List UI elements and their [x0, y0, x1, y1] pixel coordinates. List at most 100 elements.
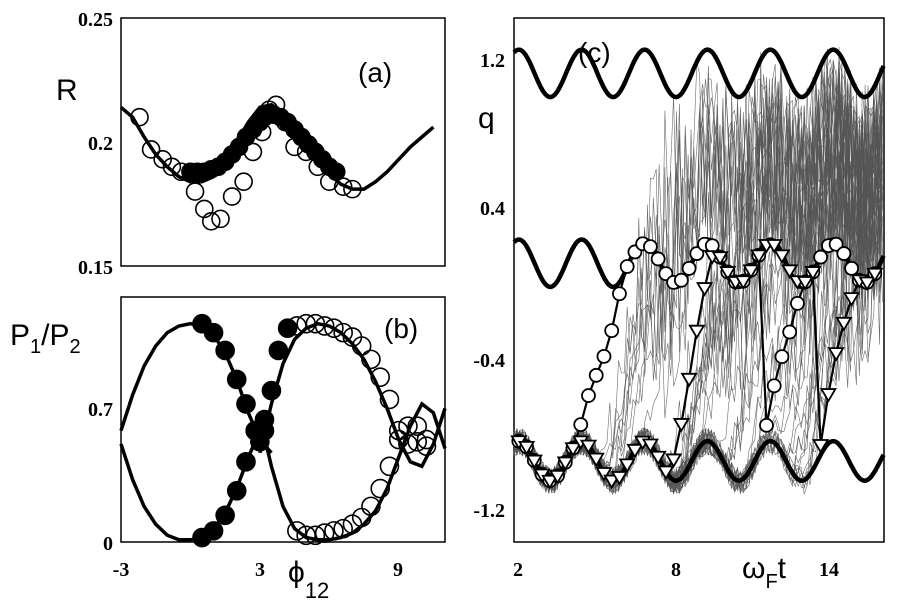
- c-circle-marker: [844, 260, 859, 276]
- c-circle-marker: [650, 251, 666, 267]
- c-xtick-2: 2: [513, 559, 523, 581]
- b-ytick-0.7: 0.7: [88, 399, 113, 421]
- c-ytick--0.4: -0.4: [473, 350, 505, 372]
- a-panel-label: (a): [358, 57, 392, 88]
- b-xtick-3: 3: [255, 559, 265, 581]
- b-xtick-9: 9: [393, 559, 403, 581]
- c-triangle-marker: [541, 474, 559, 490]
- b-open-point: [305, 525, 326, 546]
- b-open-point: [388, 429, 409, 450]
- c-triangle-marker: [750, 249, 768, 265]
- b-open-point: [407, 416, 428, 436]
- panel-c: 1.2 0.4 -0.4 -1.2 2 8 14 q (c) ωFt: [473, 17, 886, 593]
- c-circle-marker: [813, 249, 829, 265]
- a-ylabel: R: [56, 74, 78, 107]
- a-open-point: [185, 182, 205, 201]
- c-triangle-marker: [734, 275, 752, 290]
- b-open-point: [398, 416, 418, 436]
- c-panel-label: (c): [578, 37, 611, 68]
- c-ensemble-line: [513, 58, 883, 493]
- a-open-point: [252, 122, 272, 142]
- c-triangle-marker: [688, 324, 706, 340]
- b-filled-point: [236, 452, 256, 472]
- c-circle-marker: [604, 323, 620, 339]
- c-triangle-marker: [587, 452, 605, 468]
- b-open-point: [370, 478, 391, 499]
- c-triangle-marker: [742, 264, 760, 279]
- a-ytick-0.15: 0.15: [78, 257, 113, 279]
- c-circle-marker: [673, 272, 689, 288]
- b-filled-point: [268, 340, 289, 361]
- c-xtick-8: 8: [671, 559, 681, 581]
- a-open-point: [162, 157, 182, 177]
- c-circle-marker: [704, 238, 720, 254]
- c-triangle-marker: [518, 440, 536, 456]
- c-triangle-marker: [866, 267, 884, 283]
- c-ensemble-line: [513, 46, 883, 495]
- b-xtick--3: -3: [113, 559, 130, 581]
- b-xlabel: ϕ12: [288, 556, 329, 603]
- a-open-point: [141, 140, 161, 159]
- c-triangle-marker: [556, 456, 574, 472]
- b-filled-point: [236, 394, 256, 414]
- b-filled-point: [215, 340, 235, 361]
- c-circle-marker: [588, 367, 604, 383]
- b-open-point: [333, 322, 353, 343]
- b-filled-point: [226, 480, 247, 501]
- b-open-point: [314, 523, 335, 543]
- c-triangle-marker: [548, 469, 567, 485]
- c-circle-marker: [619, 259, 635, 274]
- panel-a: 0.25 0.2 0.15 R (a): [56, 9, 446, 279]
- c-circle-marker: [828, 236, 844, 252]
- a-open-point: [266, 95, 286, 115]
- c-circle-marker: [581, 388, 596, 403]
- a-open-point: [285, 137, 304, 157]
- c-triangle-marker: [626, 443, 644, 459]
- a-open-point: [308, 157, 328, 177]
- c-triangle-marker: [672, 418, 690, 433]
- c-triangle-marker: [719, 266, 737, 281]
- c-triangle-marker: [843, 292, 861, 307]
- b-filled-point: [261, 380, 282, 401]
- c-triangle-marker: [804, 266, 822, 281]
- a-open-point: [130, 107, 149, 127]
- c-triangle-marker: [595, 467, 613, 482]
- b-open-point: [287, 521, 307, 541]
- b-filled-point: [203, 521, 224, 541]
- a-open-point: [276, 112, 295, 132]
- c-triangle-marker: [525, 454, 543, 470]
- c-triangle-marker: [827, 347, 845, 362]
- b-open-point: [333, 518, 353, 539]
- b-filled-point: [203, 322, 224, 343]
- b-filled-point: [226, 369, 247, 390]
- c-triangle-marker: [657, 465, 675, 481]
- a-open-point: [153, 150, 172, 169]
- c-triangle-marker: [812, 439, 830, 454]
- b-ylabel: P1/P2: [10, 319, 81, 358]
- c-triangle-marker: [579, 439, 598, 455]
- c-triangle-marker: [819, 388, 837, 403]
- panel-b: 0.7 0 -3 3 9 P1/P2 (b) ϕ12: [10, 296, 447, 603]
- c-ytick-1.2: 1.2: [480, 50, 505, 72]
- a-open-point: [296, 142, 316, 162]
- c-ytick-0.4: 0.4: [480, 198, 505, 220]
- b-open-point: [379, 456, 400, 477]
- b-filled-point: [215, 505, 235, 526]
- c-triangle-marker: [711, 251, 729, 266]
- c-xtick-14: 14: [819, 559, 839, 581]
- c-circle-marker: [612, 286, 627, 302]
- b-open-point: [361, 496, 381, 517]
- b-open-point: [416, 429, 437, 450]
- panel-a-frame: [120, 17, 446, 267]
- a-open-point: [243, 142, 263, 162]
- c-triangle-marker: [641, 438, 659, 454]
- c-triangle-marker: [781, 264, 799, 279]
- b-open-point: [305, 313, 326, 334]
- c-circle-marker: [681, 260, 697, 276]
- c-circle-marker: [689, 246, 705, 261]
- c-triangle-marker: [773, 249, 791, 265]
- b-filled-point: [254, 409, 275, 430]
- a-open-point: [333, 177, 353, 196]
- panel-b-plot: [119, 313, 447, 548]
